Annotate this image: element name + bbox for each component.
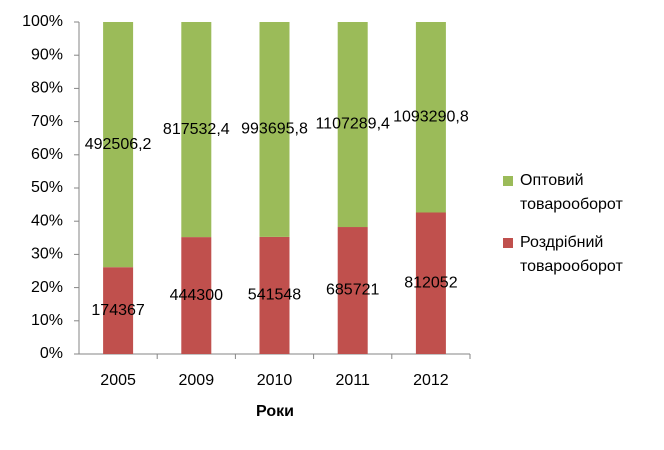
y-tick-label: 0% bbox=[40, 345, 63, 362]
data-label: 817532,4 bbox=[163, 121, 230, 138]
bar-segment bbox=[103, 22, 134, 268]
y-tick-label: 40% bbox=[31, 212, 63, 229]
y-tick-label: 60% bbox=[31, 146, 63, 163]
bar-segment bbox=[259, 236, 290, 354]
data-label: 174367 bbox=[91, 302, 144, 319]
bar-segment bbox=[181, 237, 212, 354]
x-tick-label: 2010 bbox=[257, 372, 293, 389]
data-label: 492506,2 bbox=[85, 136, 152, 153]
bar-segment bbox=[259, 22, 290, 237]
data-label: 444300 bbox=[170, 287, 223, 304]
y-tick-label: 10% bbox=[31, 312, 63, 329]
y-tick-label: 20% bbox=[31, 279, 63, 296]
x-tick-label: 2005 bbox=[100, 372, 136, 389]
y-tick-label: 90% bbox=[31, 46, 63, 63]
data-label: 1107289,4 bbox=[315, 116, 390, 133]
data-label: 812052 bbox=[404, 274, 457, 291]
data-label: 1093290,8 bbox=[393, 108, 469, 125]
bar-segment bbox=[181, 22, 212, 238]
legend-swatch bbox=[503, 176, 513, 186]
y-tick-label: 30% bbox=[31, 246, 63, 263]
bar-segment bbox=[337, 227, 368, 354]
bar-segment bbox=[337, 22, 368, 228]
legend-label: Роздрібний товарооборот bbox=[520, 234, 623, 275]
x-tick-label: 2011 bbox=[335, 372, 370, 389]
data-label: 541548 bbox=[248, 287, 301, 304]
x-tick-label: 2009 bbox=[179, 372, 215, 389]
legend-swatch bbox=[503, 238, 513, 248]
bar-segment bbox=[415, 22, 446, 213]
data-label: 993695,8 bbox=[241, 121, 308, 138]
legend-label: Оптовий товарооборот bbox=[520, 172, 623, 213]
bar-segment bbox=[103, 267, 134, 354]
bar-segment bbox=[415, 212, 446, 354]
x-axis-title: Роки bbox=[256, 403, 294, 420]
y-tick-label: 100% bbox=[22, 13, 63, 30]
x-tick-label: 2012 bbox=[413, 372, 449, 389]
y-tick-label: 70% bbox=[31, 113, 63, 130]
data-label: 685721 bbox=[326, 282, 379, 299]
y-tick-label: 50% bbox=[31, 179, 63, 196]
y-tick-label: 80% bbox=[31, 80, 63, 97]
